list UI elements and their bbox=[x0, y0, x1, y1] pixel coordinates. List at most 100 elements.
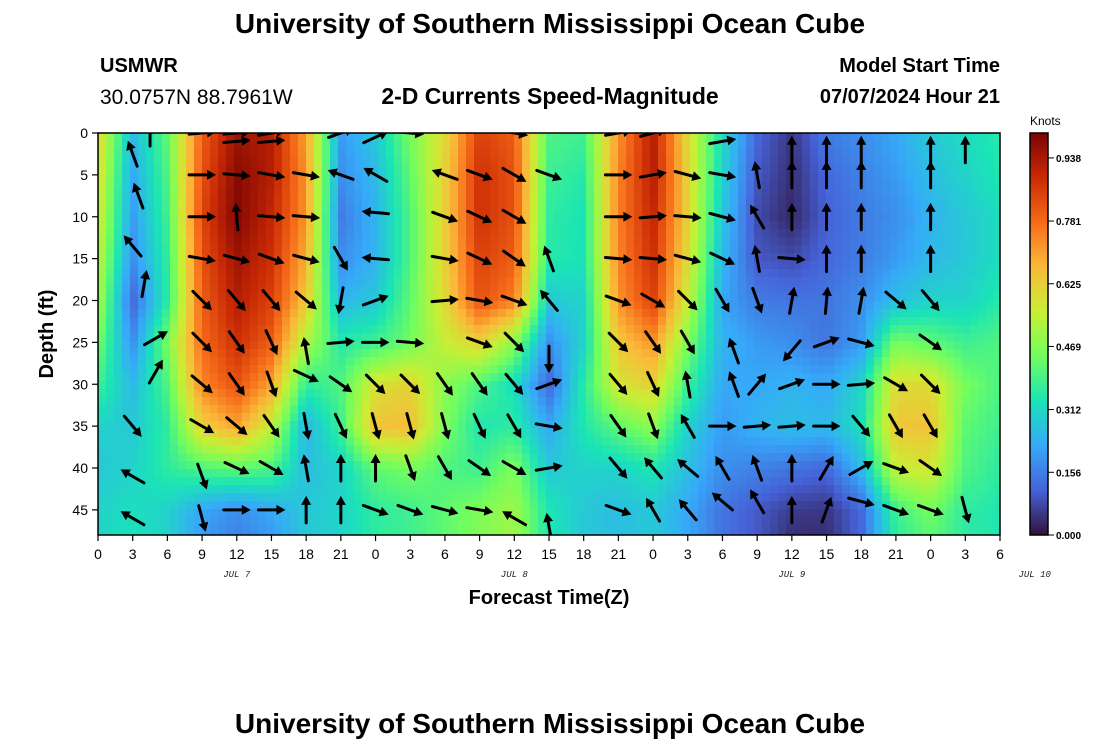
day-label: JUL 7 bbox=[223, 570, 251, 580]
y-tick-label: 15 bbox=[72, 251, 88, 267]
current-vector bbox=[751, 244, 762, 273]
colorbar-tick-label: 0.312 bbox=[1056, 406, 1081, 417]
current-vector bbox=[300, 454, 311, 483]
y-tick-label: 40 bbox=[72, 460, 88, 476]
x-tick-label: 0 bbox=[649, 546, 657, 562]
current-vector bbox=[187, 169, 217, 180]
current-vector bbox=[302, 411, 312, 440]
current-vector bbox=[821, 244, 832, 274]
current-vector bbox=[502, 249, 526, 267]
y-tick-label: 20 bbox=[72, 293, 88, 309]
model-start-label: Model Start Time bbox=[839, 55, 1000, 77]
current-vector bbox=[707, 421, 737, 432]
current-vector bbox=[399, 373, 421, 395]
current-vector bbox=[396, 503, 424, 517]
current-vector bbox=[640, 292, 666, 308]
current-vector bbox=[503, 331, 525, 353]
x-tick-label: 15 bbox=[264, 546, 280, 562]
current-vector bbox=[847, 337, 875, 349]
current-vector bbox=[925, 244, 936, 274]
current-vector bbox=[678, 499, 698, 522]
current-vector bbox=[148, 133, 152, 148]
x-tick-label: 3 bbox=[961, 546, 969, 562]
current-vector bbox=[786, 135, 797, 165]
current-vector bbox=[544, 344, 554, 374]
current-vector bbox=[502, 511, 528, 527]
current-vector bbox=[918, 459, 943, 477]
current-vector bbox=[673, 212, 702, 223]
day-label: JUL 9 bbox=[778, 570, 806, 580]
current-vector bbox=[501, 460, 527, 475]
day-label: JUL 10 bbox=[1018, 570, 1051, 580]
current-vector bbox=[751, 286, 764, 314]
current-vector bbox=[222, 504, 251, 515]
x-tick-label: 9 bbox=[476, 546, 484, 562]
current-vector bbox=[361, 294, 389, 307]
current-vector bbox=[777, 254, 806, 265]
current-vector bbox=[292, 368, 319, 383]
current-vector bbox=[465, 168, 493, 182]
current-vector bbox=[363, 167, 389, 183]
x-tick-label: 3 bbox=[406, 546, 414, 562]
current-vector bbox=[147, 359, 163, 385]
current-vector bbox=[882, 462, 910, 475]
x-tick-label: 18 bbox=[576, 546, 592, 562]
current-vector bbox=[786, 495, 797, 525]
x-axis: 0 3 6 9 12 15 18 21 0 3 6 9 12 15 18 21 0 3 6 9 12 15 18 21 0 3 6 J… bbox=[94, 535, 1051, 580]
current-vector bbox=[604, 503, 632, 517]
current-vector bbox=[750, 489, 766, 515]
x-tick-label: 18 bbox=[853, 546, 869, 562]
current-vector bbox=[501, 166, 527, 182]
current-vector bbox=[190, 374, 213, 394]
x-tick-label: 15 bbox=[819, 546, 835, 562]
y-tick-label: 35 bbox=[72, 418, 88, 434]
current-vector bbox=[257, 170, 286, 181]
current-vector bbox=[851, 414, 871, 437]
model-start-time: 07/07/2024 Hour 21 bbox=[819, 86, 1000, 108]
current-vector bbox=[222, 253, 251, 265]
current-vector bbox=[227, 372, 245, 396]
y-tick-label: 45 bbox=[72, 502, 88, 518]
current-vector bbox=[191, 289, 212, 311]
x-tick-label: 21 bbox=[611, 546, 627, 562]
current-vector bbox=[812, 421, 841, 432]
current-vector bbox=[673, 253, 702, 265]
current-vector bbox=[466, 209, 493, 224]
current-vector bbox=[603, 254, 633, 265]
current-vector bbox=[925, 160, 936, 190]
current-vector bbox=[143, 331, 168, 347]
current-vector bbox=[370, 454, 381, 483]
current-vector bbox=[638, 211, 668, 222]
current-vector bbox=[882, 503, 910, 517]
current-vector bbox=[782, 339, 802, 362]
current-vector bbox=[787, 286, 798, 315]
current-vector bbox=[918, 333, 943, 351]
current-vector bbox=[333, 412, 348, 439]
current-vector bbox=[405, 412, 417, 440]
colorbar-tick-label: 0.000 bbox=[1056, 531, 1081, 542]
station-id: USMWR bbox=[100, 55, 178, 77]
current-vector bbox=[742, 420, 772, 431]
y-tick-label: 30 bbox=[72, 376, 88, 392]
y-tick-label: 10 bbox=[72, 209, 88, 225]
current-vector bbox=[292, 253, 320, 265]
current-vector bbox=[470, 372, 488, 396]
current-vector bbox=[187, 211, 217, 222]
current-vector bbox=[222, 135, 251, 146]
current-vector bbox=[472, 412, 487, 439]
current-vector bbox=[123, 235, 143, 258]
current-vector bbox=[778, 377, 806, 391]
current-vector bbox=[751, 161, 762, 190]
current-vector bbox=[361, 337, 390, 348]
y-tick-label: 5 bbox=[80, 167, 88, 183]
x-tick-label: 18 bbox=[298, 546, 314, 562]
colorbar-tick-label: 0.781 bbox=[1056, 217, 1081, 228]
current-vector bbox=[638, 169, 667, 179]
page-title: University of Southern Mississippi Ocean… bbox=[234, 8, 866, 39]
current-vector bbox=[465, 505, 494, 516]
current-vector bbox=[431, 168, 459, 181]
current-vector bbox=[925, 135, 936, 165]
current-vector bbox=[925, 202, 936, 232]
x-axis-title: Forecast Time(Z) bbox=[469, 587, 630, 609]
current-vector bbox=[709, 251, 736, 266]
